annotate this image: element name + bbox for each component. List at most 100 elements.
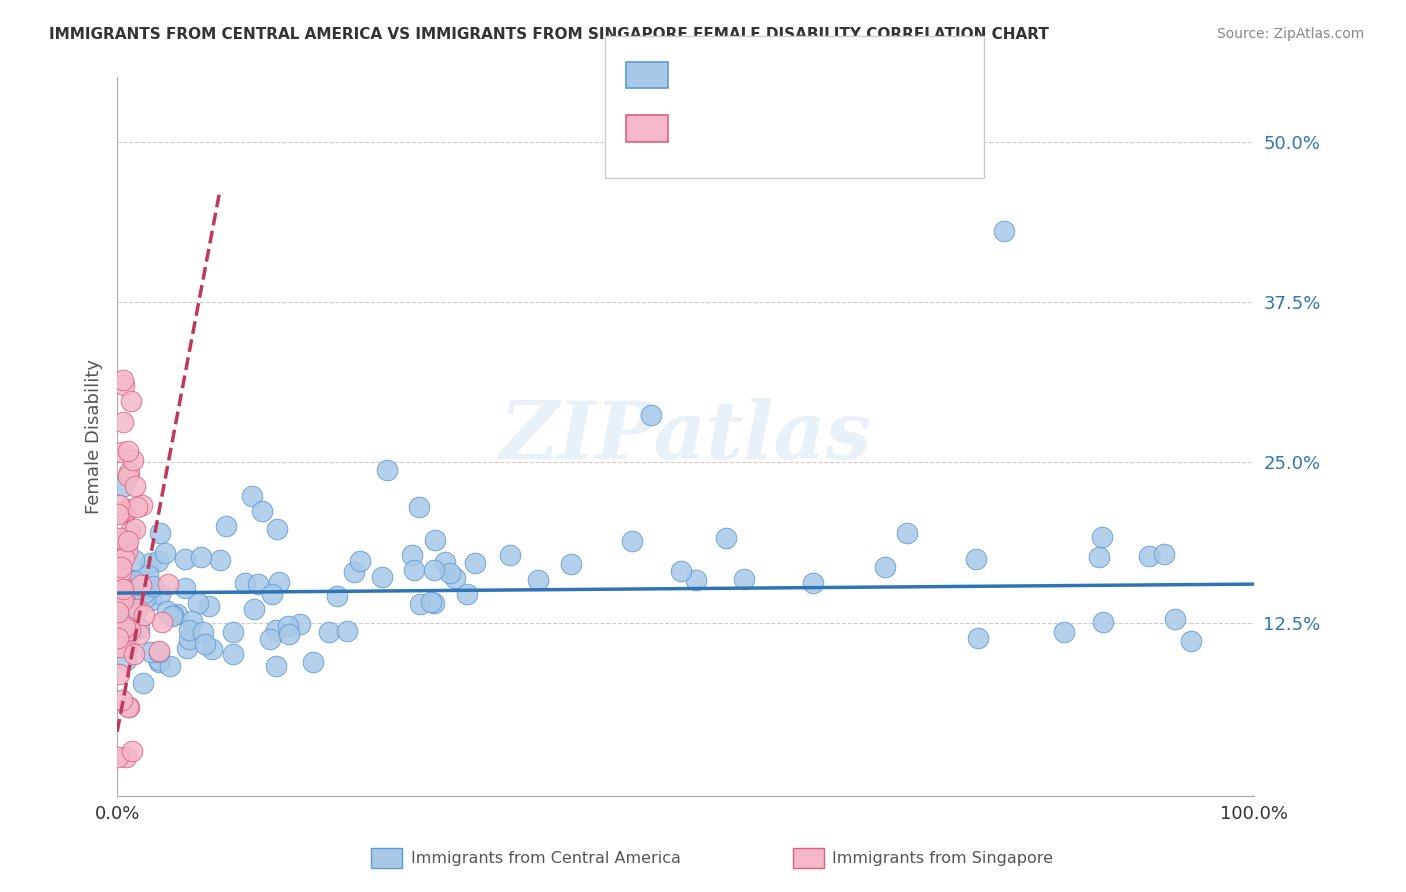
- Point: [110, 566, 132, 581]
- Point: [408, 597, 430, 611]
- Point: [439, 566, 461, 580]
- Point: [111, 612, 134, 626]
- Point: [112, 551, 135, 566]
- Point: [108, 579, 131, 593]
- Point: [110, 565, 132, 579]
- Point: [108, 590, 131, 604]
- Point: [107, 507, 129, 521]
- Point: [139, 592, 162, 607]
- Point: [129, 578, 152, 592]
- Point: [131, 498, 153, 512]
- Point: [110, 564, 132, 578]
- Text: Immigrants from Singapore: Immigrants from Singapore: [832, 851, 1053, 865]
- Point: [107, 667, 129, 681]
- Point: [112, 373, 135, 387]
- Point: [110, 505, 132, 519]
- Point: [117, 700, 139, 714]
- Point: [111, 445, 134, 459]
- Point: [108, 547, 131, 561]
- Point: [117, 639, 139, 653]
- Point: [118, 465, 141, 479]
- Point: [318, 624, 340, 639]
- Text: Immigrants from Central America: Immigrants from Central America: [411, 851, 681, 865]
- Point: [121, 744, 143, 758]
- Point: [194, 636, 217, 650]
- Point: [714, 531, 737, 545]
- Point: [107, 572, 129, 586]
- Point: [464, 556, 486, 570]
- Point: [187, 596, 209, 610]
- Point: [107, 605, 129, 619]
- Point: [560, 557, 582, 571]
- Point: [107, 750, 129, 764]
- Point: [873, 559, 896, 574]
- Point: [215, 518, 238, 533]
- Point: [671, 564, 693, 578]
- Point: [117, 468, 139, 483]
- Point: [114, 620, 136, 634]
- Point: [336, 624, 359, 638]
- Point: [499, 548, 522, 562]
- Point: [122, 578, 145, 592]
- Point: [108, 532, 131, 546]
- Point: [125, 500, 148, 514]
- Text: 57: 57: [834, 117, 858, 135]
- Text: Source: ZipAtlas.com: Source: ZipAtlas.com: [1216, 27, 1364, 41]
- Point: [117, 501, 139, 516]
- Point: [166, 607, 188, 621]
- Point: [1164, 612, 1187, 626]
- Point: [139, 556, 162, 570]
- Point: [156, 577, 179, 591]
- Y-axis label: Female Disability: Female Disability: [86, 359, 103, 514]
- Point: [201, 641, 224, 656]
- Point: [221, 624, 243, 639]
- Point: [122, 585, 145, 599]
- Point: [149, 526, 172, 541]
- Point: [124, 574, 146, 588]
- Point: [243, 602, 266, 616]
- Point: [153, 546, 176, 560]
- Point: [343, 565, 366, 579]
- Point: [423, 596, 446, 610]
- Point: [120, 525, 142, 540]
- Point: [1053, 625, 1076, 640]
- Point: [112, 585, 135, 599]
- Text: 0.040: 0.040: [720, 63, 775, 81]
- Point: [115, 505, 138, 519]
- Point: [148, 655, 170, 669]
- Point: [124, 522, 146, 536]
- Point: [423, 533, 446, 547]
- Point: [127, 576, 149, 591]
- Point: [803, 575, 825, 590]
- Point: [115, 576, 138, 591]
- Point: [107, 625, 129, 640]
- Point: [174, 581, 197, 595]
- Text: R =: R =: [679, 63, 717, 81]
- Point: [136, 568, 159, 582]
- Point: [325, 590, 347, 604]
- Point: [114, 653, 136, 667]
- Text: N =: N =: [794, 63, 834, 81]
- Point: [110, 578, 132, 592]
- Point: [277, 619, 299, 633]
- Point: [111, 593, 134, 607]
- Point: [160, 609, 183, 624]
- Point: [107, 593, 129, 607]
- Point: [181, 614, 204, 628]
- Text: 122: 122: [834, 63, 870, 81]
- Point: [685, 573, 707, 587]
- Point: [108, 631, 131, 645]
- Point: [115, 531, 138, 545]
- Point: [132, 586, 155, 600]
- Point: [1153, 547, 1175, 561]
- Point: [148, 643, 170, 657]
- Point: [132, 607, 155, 622]
- Point: [117, 539, 139, 553]
- Text: 0.300: 0.300: [720, 117, 775, 135]
- Point: [162, 607, 184, 622]
- Point: [124, 648, 146, 662]
- Point: [302, 655, 325, 669]
- Point: [122, 553, 145, 567]
- Point: [269, 574, 291, 589]
- Point: [115, 544, 138, 558]
